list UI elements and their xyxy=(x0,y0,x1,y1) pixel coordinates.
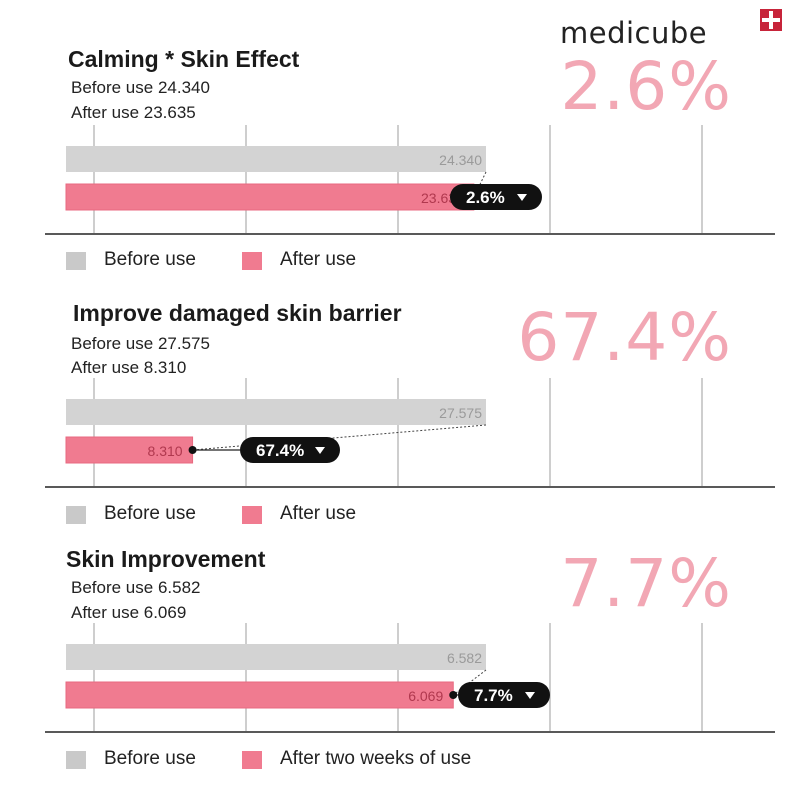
legend-label-after: After use xyxy=(280,503,357,524)
before-stat: Before use 6.582 xyxy=(71,578,201,597)
after-stat: After use 23.635 xyxy=(71,103,196,122)
connector-dot xyxy=(188,446,197,454)
big-percentage: 7.7% xyxy=(560,545,732,622)
bar-before xyxy=(66,146,486,172)
bar-after xyxy=(65,183,475,211)
legend-swatch-after xyxy=(242,751,262,769)
legend-label-before: Before use xyxy=(104,748,196,769)
bar-chart: 27.575 8.310 67.4% xyxy=(0,378,800,508)
change-badge xyxy=(450,184,542,210)
legend-label-before: Before use xyxy=(104,503,196,524)
bar-before xyxy=(66,644,486,670)
before-stat: Before use 27.575 xyxy=(71,334,210,353)
change-badge-label: 7.7% xyxy=(474,686,513,705)
value-label-before: 27.575 xyxy=(439,405,482,421)
section-title: Calming * Skin Effect xyxy=(68,46,300,72)
legend-swatch-after xyxy=(242,252,262,270)
legend-swatch-before xyxy=(66,506,86,524)
legend-swatch-after xyxy=(242,506,262,524)
change-badge xyxy=(458,682,550,708)
big-percentage: 67.4% xyxy=(517,299,732,376)
change-badge xyxy=(240,437,340,463)
value-label-after: 6.069 xyxy=(408,688,443,704)
down-triangle-icon xyxy=(517,194,527,201)
bar-chart: 24.340 23.635 2.6% xyxy=(0,125,800,255)
legend-swatch-before xyxy=(66,252,86,270)
value-label-before: 24.340 xyxy=(439,152,482,168)
brand-name: medicube xyxy=(560,16,708,50)
legend-label-before: Before use xyxy=(104,249,196,270)
down-triangle-icon xyxy=(315,447,325,454)
chart-canvas: 27.575 8.310 67.4% xyxy=(45,378,775,488)
medicube-logo: medicube xyxy=(560,9,790,54)
value-label-before: 6.582 xyxy=(447,650,482,666)
connector-dot xyxy=(449,691,458,699)
medical-cross-icon xyxy=(760,9,782,31)
after-stat: After use 6.069 xyxy=(71,603,187,622)
down-triangle-icon xyxy=(525,692,535,699)
legend-label-after: After use xyxy=(280,249,357,270)
section-title: Skin Improvement xyxy=(66,546,266,572)
big-percentage: 2.6% xyxy=(560,48,732,125)
bar-after xyxy=(65,681,454,709)
before-stat: Before use 24.340 xyxy=(71,78,210,97)
value-label-after: 8.310 xyxy=(148,443,183,459)
legend-label-after: After two weeks of use xyxy=(280,748,472,769)
bar-chart: 6.582 6.069 7.7% xyxy=(0,623,800,753)
after-stat: After use 8.310 xyxy=(71,358,187,377)
section-title: Improve damaged skin barrier xyxy=(73,300,402,326)
chart-canvas: 6.582 6.069 7.7% xyxy=(45,623,775,733)
legend-swatch-before xyxy=(66,751,86,769)
bar-after xyxy=(65,436,194,464)
bar-before xyxy=(66,399,486,425)
change-badge-label: 67.4% xyxy=(256,441,304,460)
change-badge-label: 2.6% xyxy=(466,188,505,207)
